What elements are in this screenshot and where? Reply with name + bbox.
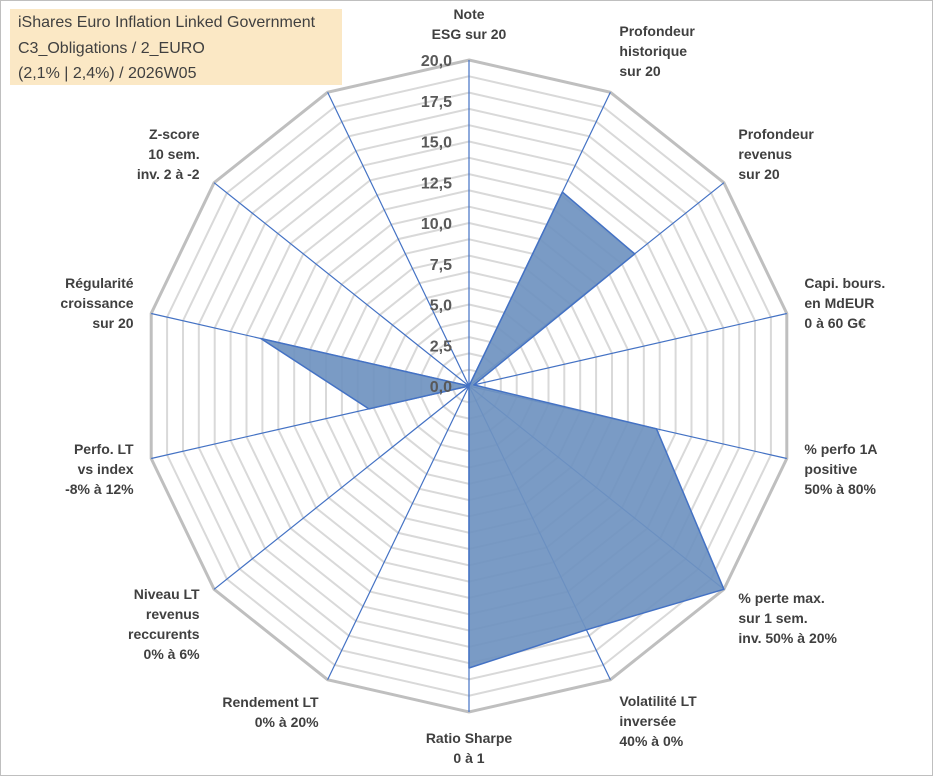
axis-label-line: 50% à 80% xyxy=(804,481,876,497)
axis-label: % perte max. sur 1 sem. inv. 50% à 20% xyxy=(738,590,837,646)
axis-label: Rendement LT 0% à 20% xyxy=(222,694,319,730)
axis-label-line: positive xyxy=(804,461,857,477)
axis-label: Z-score 10 sem. inv. 2 à -2 xyxy=(137,126,200,182)
axis-label-line: Niveau LT xyxy=(134,586,200,602)
axis-label: Niveau LT revenus reccurents 0% à 6% xyxy=(128,586,200,662)
axis-label-line: Note xyxy=(453,6,484,22)
axis-label: Volatilité LT inversée 40% à 0% xyxy=(619,693,697,749)
axis-label-line: sur 20 xyxy=(738,166,779,182)
axis-label-line: reccurents xyxy=(128,626,200,642)
axis-label-line: sur 1 sem. xyxy=(738,610,807,626)
axis-label: Capi. bours. en MdEUR 0 à 60 G€ xyxy=(804,275,885,331)
axis-label-line: revenus xyxy=(146,606,200,622)
axis-label-line: revenus xyxy=(738,146,792,162)
axis-label-line: 10 sem. xyxy=(148,146,199,162)
axis-label-line: Régularité xyxy=(65,275,134,291)
axis-label-line: sur 20 xyxy=(619,63,660,79)
axis-label: Perfo. LT vs index -8% à 12% xyxy=(65,441,134,497)
radial-tick-label: 12,5 xyxy=(421,175,452,192)
radar-spoke xyxy=(327,92,470,387)
radar-spoke xyxy=(327,385,470,680)
radial-tick-label: 17,5 xyxy=(421,94,452,111)
axis-label-line: 0 à 1 xyxy=(453,750,484,766)
axis-label: Note ESG sur 20 xyxy=(432,6,507,42)
radar-spoke xyxy=(213,182,470,387)
axis-label-line: 0% à 20% xyxy=(255,714,319,730)
axis-label-line: Perfo. LT xyxy=(74,441,134,457)
axis-label: Profondeur historique sur 20 xyxy=(619,23,695,79)
axis-label-line: 0% à 6% xyxy=(144,646,201,662)
radial-tick-label: 2,5 xyxy=(430,338,452,355)
axis-label-line: croissance xyxy=(60,295,133,311)
title-line-3: (2,1% | 2,4%) / 2026W05 xyxy=(18,65,197,82)
axis-label-line: Profondeur xyxy=(738,126,814,142)
title-box: iShares Euro Inflation Linked Government… xyxy=(10,9,342,85)
axis-label-line: Rendement LT xyxy=(222,694,319,710)
radial-tick-label: 20,0 xyxy=(421,53,452,70)
axis-label: Régularité croissance sur 20 xyxy=(60,275,133,331)
radial-tick-label: 0,0 xyxy=(430,379,452,396)
axis-label-line: inv. 50% à 20% xyxy=(738,630,837,646)
axis-label-line: Capi. bours. xyxy=(804,275,885,291)
axis-label-line: en MdEUR xyxy=(804,295,874,311)
axis-label-line: sur 20 xyxy=(92,315,133,331)
axis-label-line: historique xyxy=(619,43,687,59)
radial-tick-label: 10,0 xyxy=(421,216,452,233)
axis-label-line: Profondeur xyxy=(619,23,695,39)
radar-spoke xyxy=(468,312,787,387)
radar-spoke xyxy=(213,385,470,590)
axis-label-line: Z-score xyxy=(149,126,200,142)
axis-label-line: % perfo 1A xyxy=(804,441,877,457)
axis-label-line: ESG sur 20 xyxy=(432,26,507,42)
axis-label-line: Volatilité LT xyxy=(619,693,697,709)
radial-tick-label: 15,0 xyxy=(421,135,452,152)
axis-label: Ratio Sharpe 0 à 1 xyxy=(426,730,513,766)
title-line-1: iShares Euro Inflation Linked Government xyxy=(18,14,316,31)
axis-label-line: % perte max. xyxy=(738,590,824,606)
axis-label-line: Ratio Sharpe xyxy=(426,730,513,746)
radial-tick-label: 7,5 xyxy=(430,257,452,274)
axis-label-line: 40% à 0% xyxy=(619,733,683,749)
axis-label-line: inv. 2 à -2 xyxy=(137,166,200,182)
axis-label-line: -8% à 12% xyxy=(65,481,134,497)
radar-series-area xyxy=(260,191,725,669)
axis-label-line: vs index xyxy=(78,461,134,477)
axis-label: % perfo 1A positive 50% à 80% xyxy=(804,441,877,497)
radial-tick-label: 5,0 xyxy=(430,298,452,315)
axis-label: Profondeur revenus sur 20 xyxy=(738,126,814,182)
title-line-2: C3_Obligations / 2_EURO xyxy=(18,40,205,57)
axis-label-line: inversée xyxy=(619,713,676,729)
axis-label-line: 0 à 60 G€ xyxy=(804,315,866,331)
